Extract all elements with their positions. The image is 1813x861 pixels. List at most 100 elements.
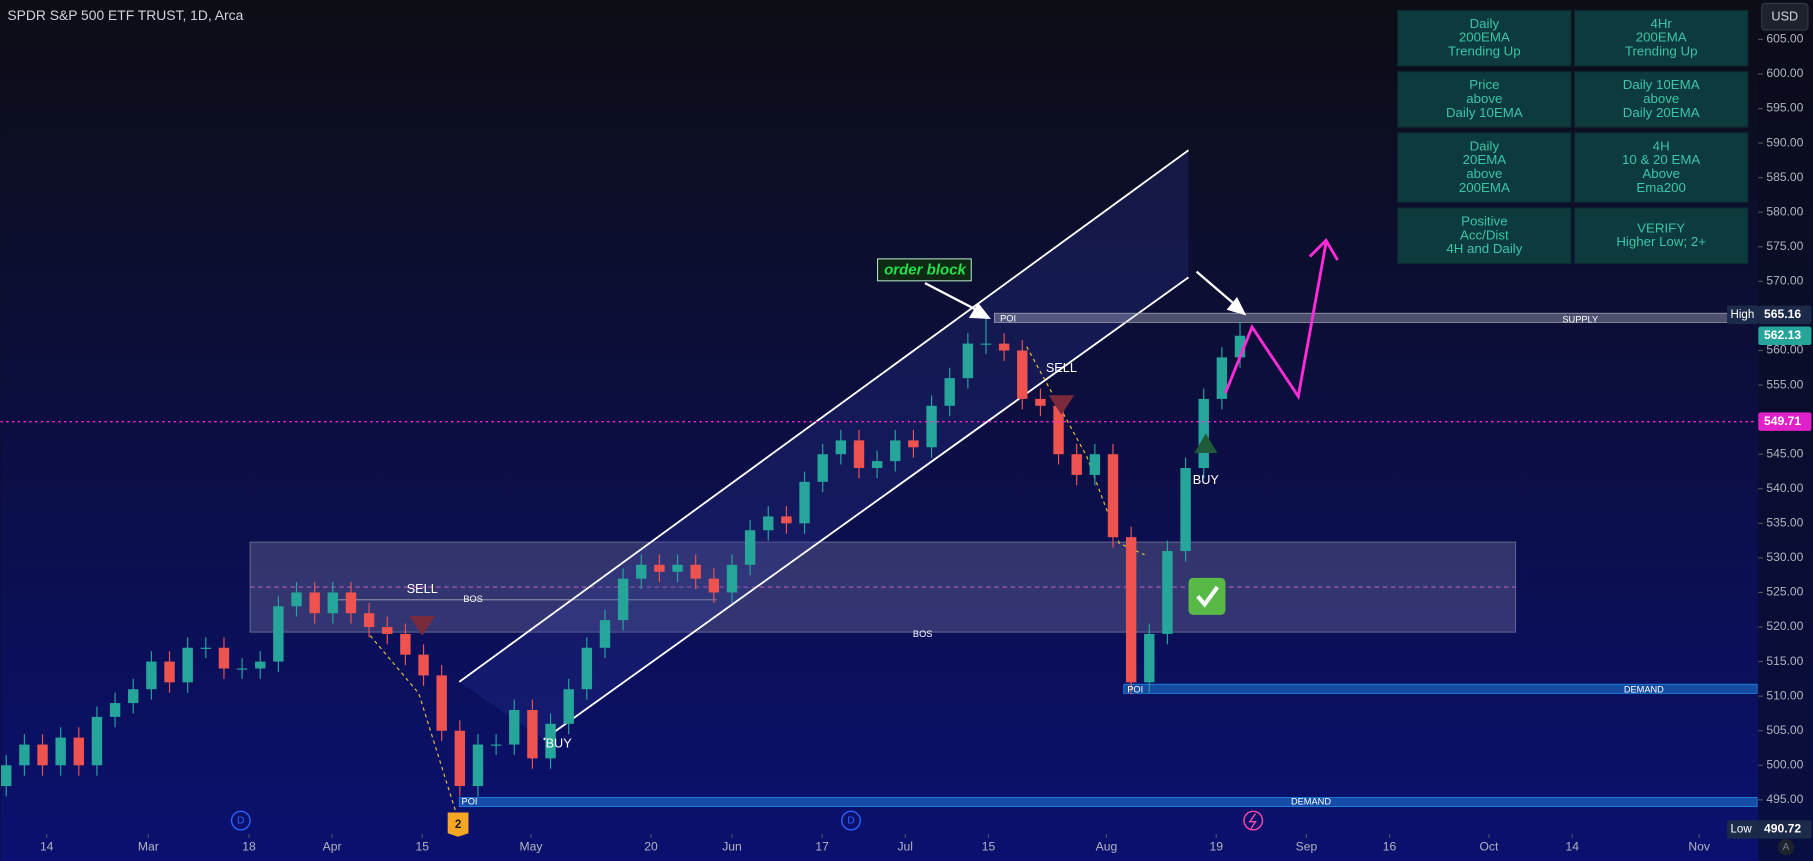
table-cell-text: Higher Low; 2+ bbox=[1616, 234, 1706, 249]
table-cell-text: Ema200 bbox=[1636, 180, 1685, 195]
demand-zone bbox=[1123, 683, 1758, 694]
candle-body bbox=[962, 343, 974, 379]
x-tick-label: Jul bbox=[898, 839, 914, 853]
table-cell-text: 4H and Daily bbox=[1446, 241, 1522, 256]
candle-body bbox=[1125, 537, 1137, 683]
sell-marker bbox=[1048, 395, 1075, 415]
y-tick-label: 530.00 bbox=[1766, 550, 1803, 564]
x-tick-label: Oct bbox=[1479, 839, 1498, 853]
x-tick-label: 17 bbox=[815, 839, 829, 853]
annotation-bos: BOS bbox=[463, 594, 483, 604]
table-cell-text: 200EMA bbox=[1459, 30, 1510, 45]
candle-body bbox=[109, 703, 121, 717]
candle-body bbox=[91, 716, 103, 766]
table-cell bbox=[1397, 207, 1572, 265]
dividend-marker bbox=[230, 810, 251, 831]
candle-body bbox=[236, 668, 248, 670]
buy-marker bbox=[1194, 433, 1218, 454]
check-mark bbox=[1196, 585, 1220, 608]
candle-body bbox=[363, 613, 375, 628]
candle-body bbox=[37, 744, 48, 766]
demand-zone bbox=[458, 797, 1758, 808]
tag-label-bg bbox=[1727, 305, 1759, 325]
candle-body bbox=[563, 689, 574, 724]
x-tick-label: 14 bbox=[40, 839, 54, 853]
table-cell-text: above bbox=[1643, 91, 1679, 106]
table-cell-text: VERIFY bbox=[1637, 220, 1685, 235]
currency[interactable]: USD bbox=[1771, 9, 1798, 24]
candle-body bbox=[345, 592, 357, 614]
table-cell-text: Daily 20EMA bbox=[1623, 105, 1700, 120]
arrow-head bbox=[968, 302, 991, 319]
annotation-bos: BOS bbox=[913, 629, 933, 639]
y-tick-label: 540.00 bbox=[1766, 481, 1803, 495]
channel-fill bbox=[459, 150, 1189, 740]
price-value: 490.72 bbox=[1764, 822, 1801, 836]
candle-body bbox=[853, 440, 865, 469]
candle-body bbox=[273, 606, 284, 662]
y-tick-label: 500.00 bbox=[1766, 757, 1803, 771]
y-tick-label: 525.00 bbox=[1766, 585, 1803, 599]
x-tick-label: 20 bbox=[644, 839, 658, 853]
table-cell-text: 200EMA bbox=[1459, 180, 1510, 195]
x-tick-label: 15 bbox=[982, 839, 996, 853]
candle-body bbox=[1162, 550, 1173, 634]
y-tick-label: 585.00 bbox=[1766, 170, 1803, 184]
event-icon bbox=[1248, 813, 1257, 830]
arrow bbox=[1195, 270, 1239, 309]
x-tick-label: 16 bbox=[1383, 839, 1397, 853]
candle-body bbox=[545, 723, 556, 759]
candle-body bbox=[164, 661, 175, 683]
candle-body bbox=[998, 343, 1010, 351]
candle-body bbox=[200, 647, 212, 649]
auto-scale-button[interactable] bbox=[1777, 839, 1795, 856]
x-tick-label: Jun bbox=[722, 839, 742, 853]
candle-body bbox=[418, 654, 429, 676]
candle-body bbox=[799, 481, 810, 524]
candle-body bbox=[871, 461, 883, 469]
table-cell-text: Trending Up bbox=[1448, 44, 1521, 59]
table-cell-text: 200EMA bbox=[1636, 30, 1687, 45]
y-tick-label: 555.00 bbox=[1766, 377, 1803, 391]
candle-body bbox=[581, 647, 593, 690]
candle-body bbox=[19, 744, 30, 766]
symbol-title: SPDR S&P 500 ETF TRUST, 1D, Arca bbox=[7, 7, 243, 23]
candle-body bbox=[146, 661, 157, 690]
dividend-marker bbox=[841, 810, 861, 831]
annotation-poi: POI bbox=[1127, 684, 1143, 694]
annotation-buy: BUY bbox=[1193, 472, 1220, 487]
event-marker bbox=[1243, 810, 1264, 831]
annotation-sell: SELL bbox=[1046, 360, 1077, 375]
candle-body bbox=[1107, 454, 1119, 538]
price-tag bbox=[1758, 305, 1812, 325]
annotation-poi: POI bbox=[462, 796, 478, 806]
table-cell-text: above bbox=[1466, 166, 1502, 181]
candle-body bbox=[908, 440, 919, 448]
table-cell-text: Trending Up bbox=[1625, 44, 1698, 59]
table-cell-text: above bbox=[1466, 91, 1502, 106]
table-cell bbox=[1573, 207, 1749, 265]
x-tick-label: 19 bbox=[1209, 839, 1223, 853]
x-tick-label: Aug bbox=[1096, 839, 1118, 853]
candle-body bbox=[490, 744, 502, 746]
table-cell bbox=[1573, 9, 1749, 67]
candle-body bbox=[744, 530, 756, 565]
x-tick-label: 15 bbox=[416, 839, 430, 853]
x-tick-label: Apr bbox=[323, 839, 342, 853]
y-tick-label: 605.00 bbox=[1766, 32, 1803, 46]
x-tick-label: Mar bbox=[138, 839, 159, 853]
table-cell bbox=[1397, 132, 1572, 203]
annotation-dividend: D bbox=[847, 815, 855, 826]
candle-body bbox=[654, 564, 665, 572]
candle-body bbox=[781, 516, 792, 524]
auto-scale-label[interactable]: A bbox=[1783, 842, 1790, 853]
y-tick-label: 600.00 bbox=[1766, 66, 1803, 80]
channel-line bbox=[543, 276, 1190, 741]
candle-body bbox=[835, 440, 847, 455]
candle-body bbox=[182, 647, 193, 683]
currency-button[interactable] bbox=[1761, 2, 1809, 31]
tag-label: Low bbox=[1731, 823, 1753, 835]
candle-body bbox=[1180, 468, 1191, 551]
